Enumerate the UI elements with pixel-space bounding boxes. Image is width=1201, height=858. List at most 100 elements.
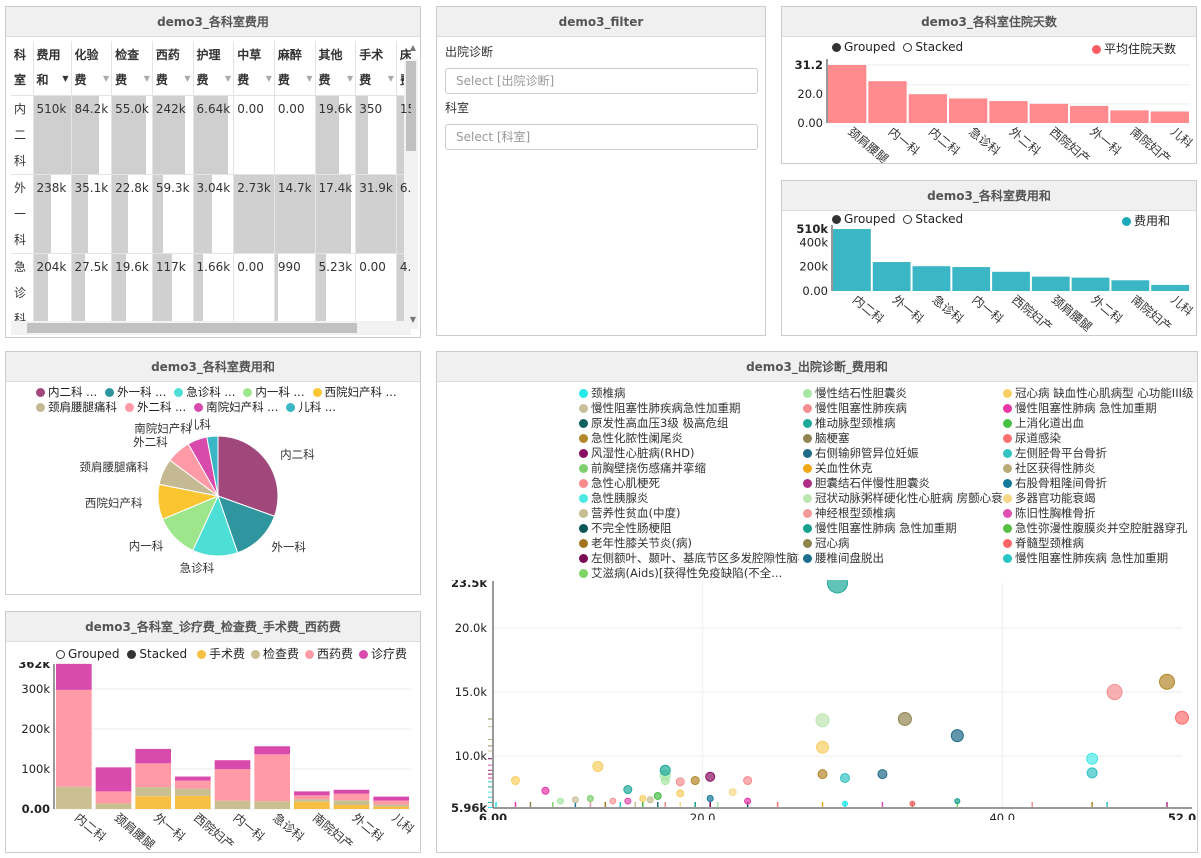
- column-header[interactable]: 科 室: [11, 41, 34, 96]
- column-header[interactable]: 手术 费 ▼: [355, 41, 397, 96]
- legend-item[interactable]: 南院妇产科 ...: [194, 400, 278, 415]
- legend-item[interactable]: 腰椎间盘脱出: [803, 551, 884, 566]
- legend-item[interactable]: 右股骨粗隆间骨折: [1003, 476, 1107, 491]
- sort-icon[interactable]: ▼: [225, 74, 232, 83]
- legend-item[interactable]: 冠心病 缺血性心肌病型 心功能III级: [1003, 386, 1193, 401]
- legend-item[interactable]: 诊疗费: [359, 647, 407, 661]
- legend-item[interactable]: 艾滋病(Aids)[获得性免疫缺陷(不全...: [579, 566, 782, 581]
- column-header[interactable]: 检查 费 ▼: [111, 41, 153, 96]
- series-dot-icon: [1121, 217, 1131, 226]
- sort-icon[interactable]: ▼: [265, 74, 272, 83]
- bar: [1071, 277, 1110, 291]
- legend-dot-icon: [803, 494, 812, 503]
- column-header[interactable]: 化验 费 ▼: [71, 41, 113, 96]
- legend-item[interactable]: 关血性休克: [803, 461, 873, 476]
- sort-desc-icon[interactable]: ▼: [62, 74, 69, 83]
- scroll-thumb[interactable]: [406, 61, 416, 151]
- legend-item[interactable]: 急性弥漫性腹膜炎并空腔脏器穿孔: [1003, 521, 1188, 536]
- legend-item[interactable]: 慢性阻塞性肺疾病: [803, 401, 907, 416]
- legend-item[interactable]: 急性化脓性阑尾炎: [579, 431, 683, 446]
- sort-icon[interactable]: ▼: [184, 74, 191, 83]
- stacked-toggle[interactable]: Stacked: [903, 212, 963, 226]
- legend-item[interactable]: 急性胰腺炎: [579, 491, 649, 506]
- legend-item[interactable]: 颈肩腰腿痛科: [36, 400, 117, 415]
- column-header[interactable]: 西药 费 ▼: [152, 41, 194, 96]
- grouped-toggle[interactable]: Grouped: [832, 212, 896, 226]
- legend-item[interactable]: 左侧额叶、颞叶、基底节区多发腔隙性脑梗塞: [579, 551, 799, 566]
- grouped-toggle[interactable]: Grouped: [832, 40, 896, 54]
- legend-item[interactable]: 平均住院天数: [1091, 40, 1176, 57]
- column-header[interactable]: 其他 费 ▼: [315, 41, 357, 96]
- column-header[interactable]: 麻醉 费 ▼: [274, 41, 316, 96]
- legend-item[interactable]: 左侧胫骨平台骨折: [1003, 446, 1107, 461]
- table-row[interactable]: 急 诊 科 204k 27.5k 19.6k 117k 1.66k 0.00 990 5.23k…: [11, 253, 411, 331]
- horizontal-scrollbar[interactable]: [11, 321, 411, 335]
- scroll-thumb[interactable]: [27, 323, 357, 333]
- legend-item[interactable]: 慢性阻塞性肺疾病 急性加重期: [1003, 551, 1168, 566]
- legend-item[interactable]: 神经根型颈椎病: [803, 506, 896, 521]
- diagnosis-select[interactable]: Select [出院诊断]: [445, 68, 758, 94]
- legend-item[interactable]: 营养性贫血(中度): [579, 506, 680, 521]
- filter-label-diagnosis: 出院诊断: [445, 45, 494, 59]
- legend-item[interactable]: 西院妇产科 ...: [312, 385, 397, 400]
- vertical-scrollbar[interactable]: [404, 59, 418, 329]
- legend-item[interactable]: 原发性高血压3级 极高危组: [579, 416, 728, 431]
- legend-item[interactable]: 风湿性心脏病(RHD): [579, 446, 694, 461]
- legend-item[interactable]: 上消化道出血: [1003, 416, 1084, 431]
- dept-select[interactable]: Select [科室]: [445, 124, 758, 150]
- legend-item[interactable]: 脊髓型颈椎病: [1003, 536, 1084, 551]
- column-header[interactable]: 中草 费 ▼: [233, 41, 275, 96]
- legend-item[interactable]: 胆囊结石伴慢性胆囊炎: [803, 476, 930, 491]
- legend-item[interactable]: 不完全性肠梗阻: [579, 521, 672, 536]
- sort-icon[interactable]: ▼: [306, 74, 313, 83]
- legend-label: 腰椎间盘脱出: [815, 551, 884, 565]
- sort-icon[interactable]: ▼: [347, 74, 354, 83]
- legend-item[interactable]: 慢性阻塞性肺病 急性加重期: [803, 521, 957, 536]
- legend-label: 慢性阻塞性肺病 急性加重期: [1015, 401, 1157, 415]
- stacked-toggle[interactable]: Stacked: [127, 647, 187, 661]
- legend-item[interactable]: 外二科 ...: [125, 400, 186, 415]
- table-row[interactable]: 外 一 科 238k 35.1k 22.8k 59.3k 3.04k 2.73k 14.7k 1…: [11, 174, 411, 254]
- legend-item[interactable]: 右侧输卵管异位妊娠: [803, 446, 919, 461]
- cell-value: 6.10k: [399, 181, 411, 195]
- cell-value: 1.66k: [196, 260, 231, 274]
- table-row[interactable]: 内 二 科 510k 84.2k 55.0k 242k 6.64k 0.00 0.00 19.6…: [11, 95, 411, 175]
- stacked-toggle[interactable]: Stacked: [903, 40, 963, 54]
- legend-item[interactable]: 尿道感染: [1003, 431, 1061, 446]
- grouped-toggle[interactable]: Grouped: [56, 647, 120, 661]
- legend-item[interactable]: 检查费: [251, 647, 299, 661]
- legend-item[interactable]: 手术费: [197, 647, 245, 661]
- sort-icon[interactable]: ▼: [103, 74, 110, 83]
- legend-item[interactable]: 内二科 ...: [36, 385, 97, 400]
- legend-label: 西药费: [317, 647, 354, 661]
- legend-item[interactable]: 急性心肌梗死: [579, 476, 660, 491]
- sort-icon[interactable]: ▼: [143, 74, 150, 83]
- legend-item[interactable]: 椎动脉型颈椎病: [803, 416, 896, 431]
- legend-item[interactable]: 急诊科 ...: [174, 385, 235, 400]
- legend-item[interactable]: 多器官功能衰竭: [1003, 491, 1096, 506]
- legend-item[interactable]: 外一科 ...: [105, 385, 166, 400]
- legend-item[interactable]: 社区获得性肺炎: [1003, 461, 1096, 476]
- legend-item[interactable]: 陈旧性胸椎骨折: [1003, 506, 1096, 521]
- column-header[interactable]: 护理 费 ▼: [193, 41, 235, 96]
- legend-item[interactable]: 前胸壁挠伤感痛并挛缩: [579, 461, 706, 476]
- legend-item[interactable]: 慢性结石性胆囊炎: [803, 386, 907, 401]
- scroll-down-arrow-icon[interactable]: ▼: [409, 315, 416, 324]
- legend-item[interactable]: 儿科 ...: [286, 400, 336, 415]
- legend-item[interactable]: 冠状动脉粥样硬化性心脏病 房颤心衰: [803, 491, 1003, 506]
- legend-item[interactable]: 老年性膝关节炎(病): [579, 536, 692, 551]
- legend-item[interactable]: 内一科 ...: [243, 385, 305, 400]
- bar-segment: [214, 800, 251, 809]
- legend-item[interactable]: 慢性阻塞性肺疾病急性加重期: [579, 401, 741, 416]
- scroll-up-arrow-icon[interactable]: ▲: [409, 43, 416, 52]
- legend-item[interactable]: 慢性阻塞性肺病 急性加重期: [1003, 401, 1157, 416]
- legend-item[interactable]: 西药费: [305, 647, 353, 661]
- scatter-point: [510, 776, 520, 786]
- legend-item[interactable]: 费用和: [1121, 212, 1170, 229]
- legend-item[interactable]: 颈椎病: [579, 386, 626, 401]
- column-header[interactable]: 费用 和 ▼: [33, 41, 72, 96]
- legend-item[interactable]: 冠心病: [803, 536, 850, 551]
- sort-icon[interactable]: ▼: [387, 74, 394, 83]
- legend-item[interactable]: 脑梗塞: [803, 431, 850, 446]
- table-cell: 55.0k: [111, 95, 153, 175]
